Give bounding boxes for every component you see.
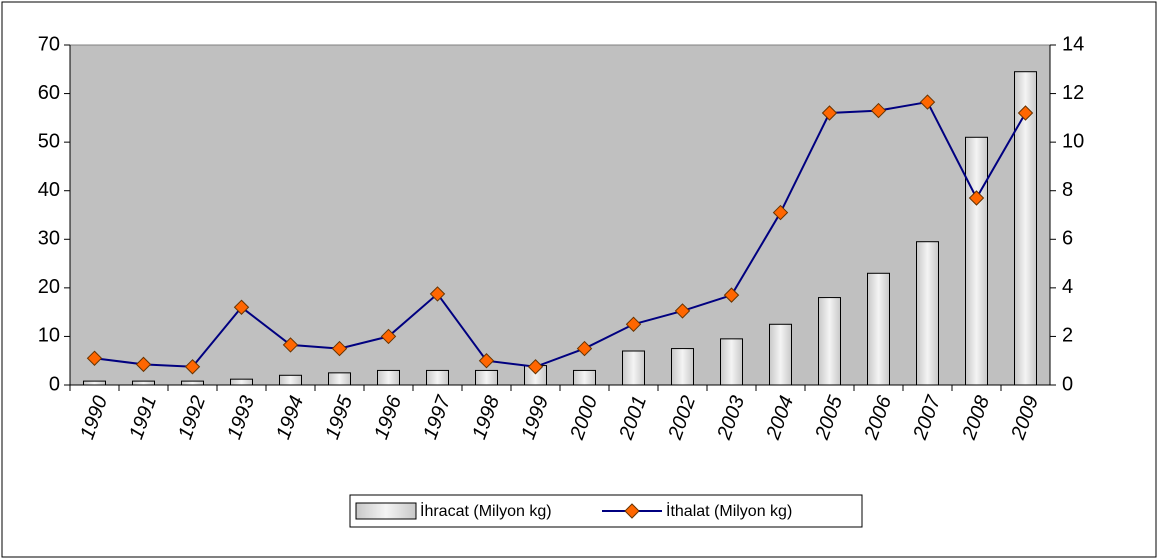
marker bbox=[233, 299, 250, 315]
marker bbox=[429, 286, 446, 302]
bar bbox=[132, 380, 155, 386]
y-tick-label: 50 bbox=[38, 130, 60, 152]
y-tick-label: 20 bbox=[38, 276, 60, 298]
plot-area bbox=[69, 44, 1051, 386]
y-tick-label: 40 bbox=[38, 179, 60, 201]
y-tick-label: 30 bbox=[38, 228, 60, 250]
bar bbox=[965, 136, 988, 386]
y2-tick-label: 2 bbox=[1062, 325, 1073, 347]
marker bbox=[919, 94, 936, 110]
y2-tick-label: 4 bbox=[1062, 276, 1073, 298]
y2-tick-label: 12 bbox=[1062, 82, 1084, 104]
bar bbox=[769, 323, 792, 386]
marker bbox=[135, 356, 152, 373]
y2-tick-label: 0 bbox=[1062, 373, 1073, 395]
y-tick-label: 0 bbox=[49, 373, 60, 395]
bar bbox=[1014, 71, 1037, 386]
y2-tick-label: 14 bbox=[1062, 33, 1084, 55]
bar bbox=[720, 338, 743, 386]
legend-label: İthalat (Milyon kg) bbox=[666, 501, 792, 520]
bar bbox=[818, 297, 841, 386]
marker bbox=[674, 303, 691, 319]
marker bbox=[380, 328, 397, 345]
y-tick-label: 70 bbox=[38, 33, 60, 55]
marker bbox=[86, 350, 103, 366]
legend-label: İhracat (Milyon kg) bbox=[420, 501, 552, 520]
bar bbox=[230, 378, 253, 386]
bar bbox=[328, 372, 351, 386]
bar bbox=[916, 241, 939, 386]
marker bbox=[821, 105, 838, 121]
marker bbox=[870, 102, 887, 119]
bar bbox=[573, 369, 596, 386]
bar bbox=[426, 369, 449, 386]
marker bbox=[968, 190, 985, 206]
bar bbox=[671, 348, 694, 386]
bar bbox=[377, 369, 400, 386]
bar bbox=[279, 374, 302, 386]
marker bbox=[723, 287, 740, 303]
marker bbox=[772, 204, 789, 221]
marker bbox=[1017, 105, 1034, 121]
marker bbox=[184, 359, 201, 375]
marker bbox=[527, 359, 544, 375]
y-tick-label: 10 bbox=[38, 325, 60, 347]
marker bbox=[331, 340, 348, 357]
legend-swatch bbox=[355, 502, 417, 520]
marker bbox=[625, 316, 642, 332]
y2-tick-label: 8 bbox=[1062, 179, 1073, 201]
bar bbox=[622, 350, 645, 386]
marker bbox=[478, 353, 495, 369]
bar bbox=[83, 380, 106, 386]
line bbox=[94, 100, 1027, 368]
y2-tick-label: 6 bbox=[1062, 228, 1073, 250]
bar bbox=[475, 369, 498, 386]
bar bbox=[867, 272, 890, 386]
legend-marker bbox=[624, 503, 640, 519]
y2-tick-label: 10 bbox=[1062, 130, 1084, 152]
marker bbox=[576, 340, 593, 357]
y-tick-label: 60 bbox=[38, 82, 60, 104]
bar bbox=[181, 380, 204, 386]
marker bbox=[282, 337, 299, 353]
